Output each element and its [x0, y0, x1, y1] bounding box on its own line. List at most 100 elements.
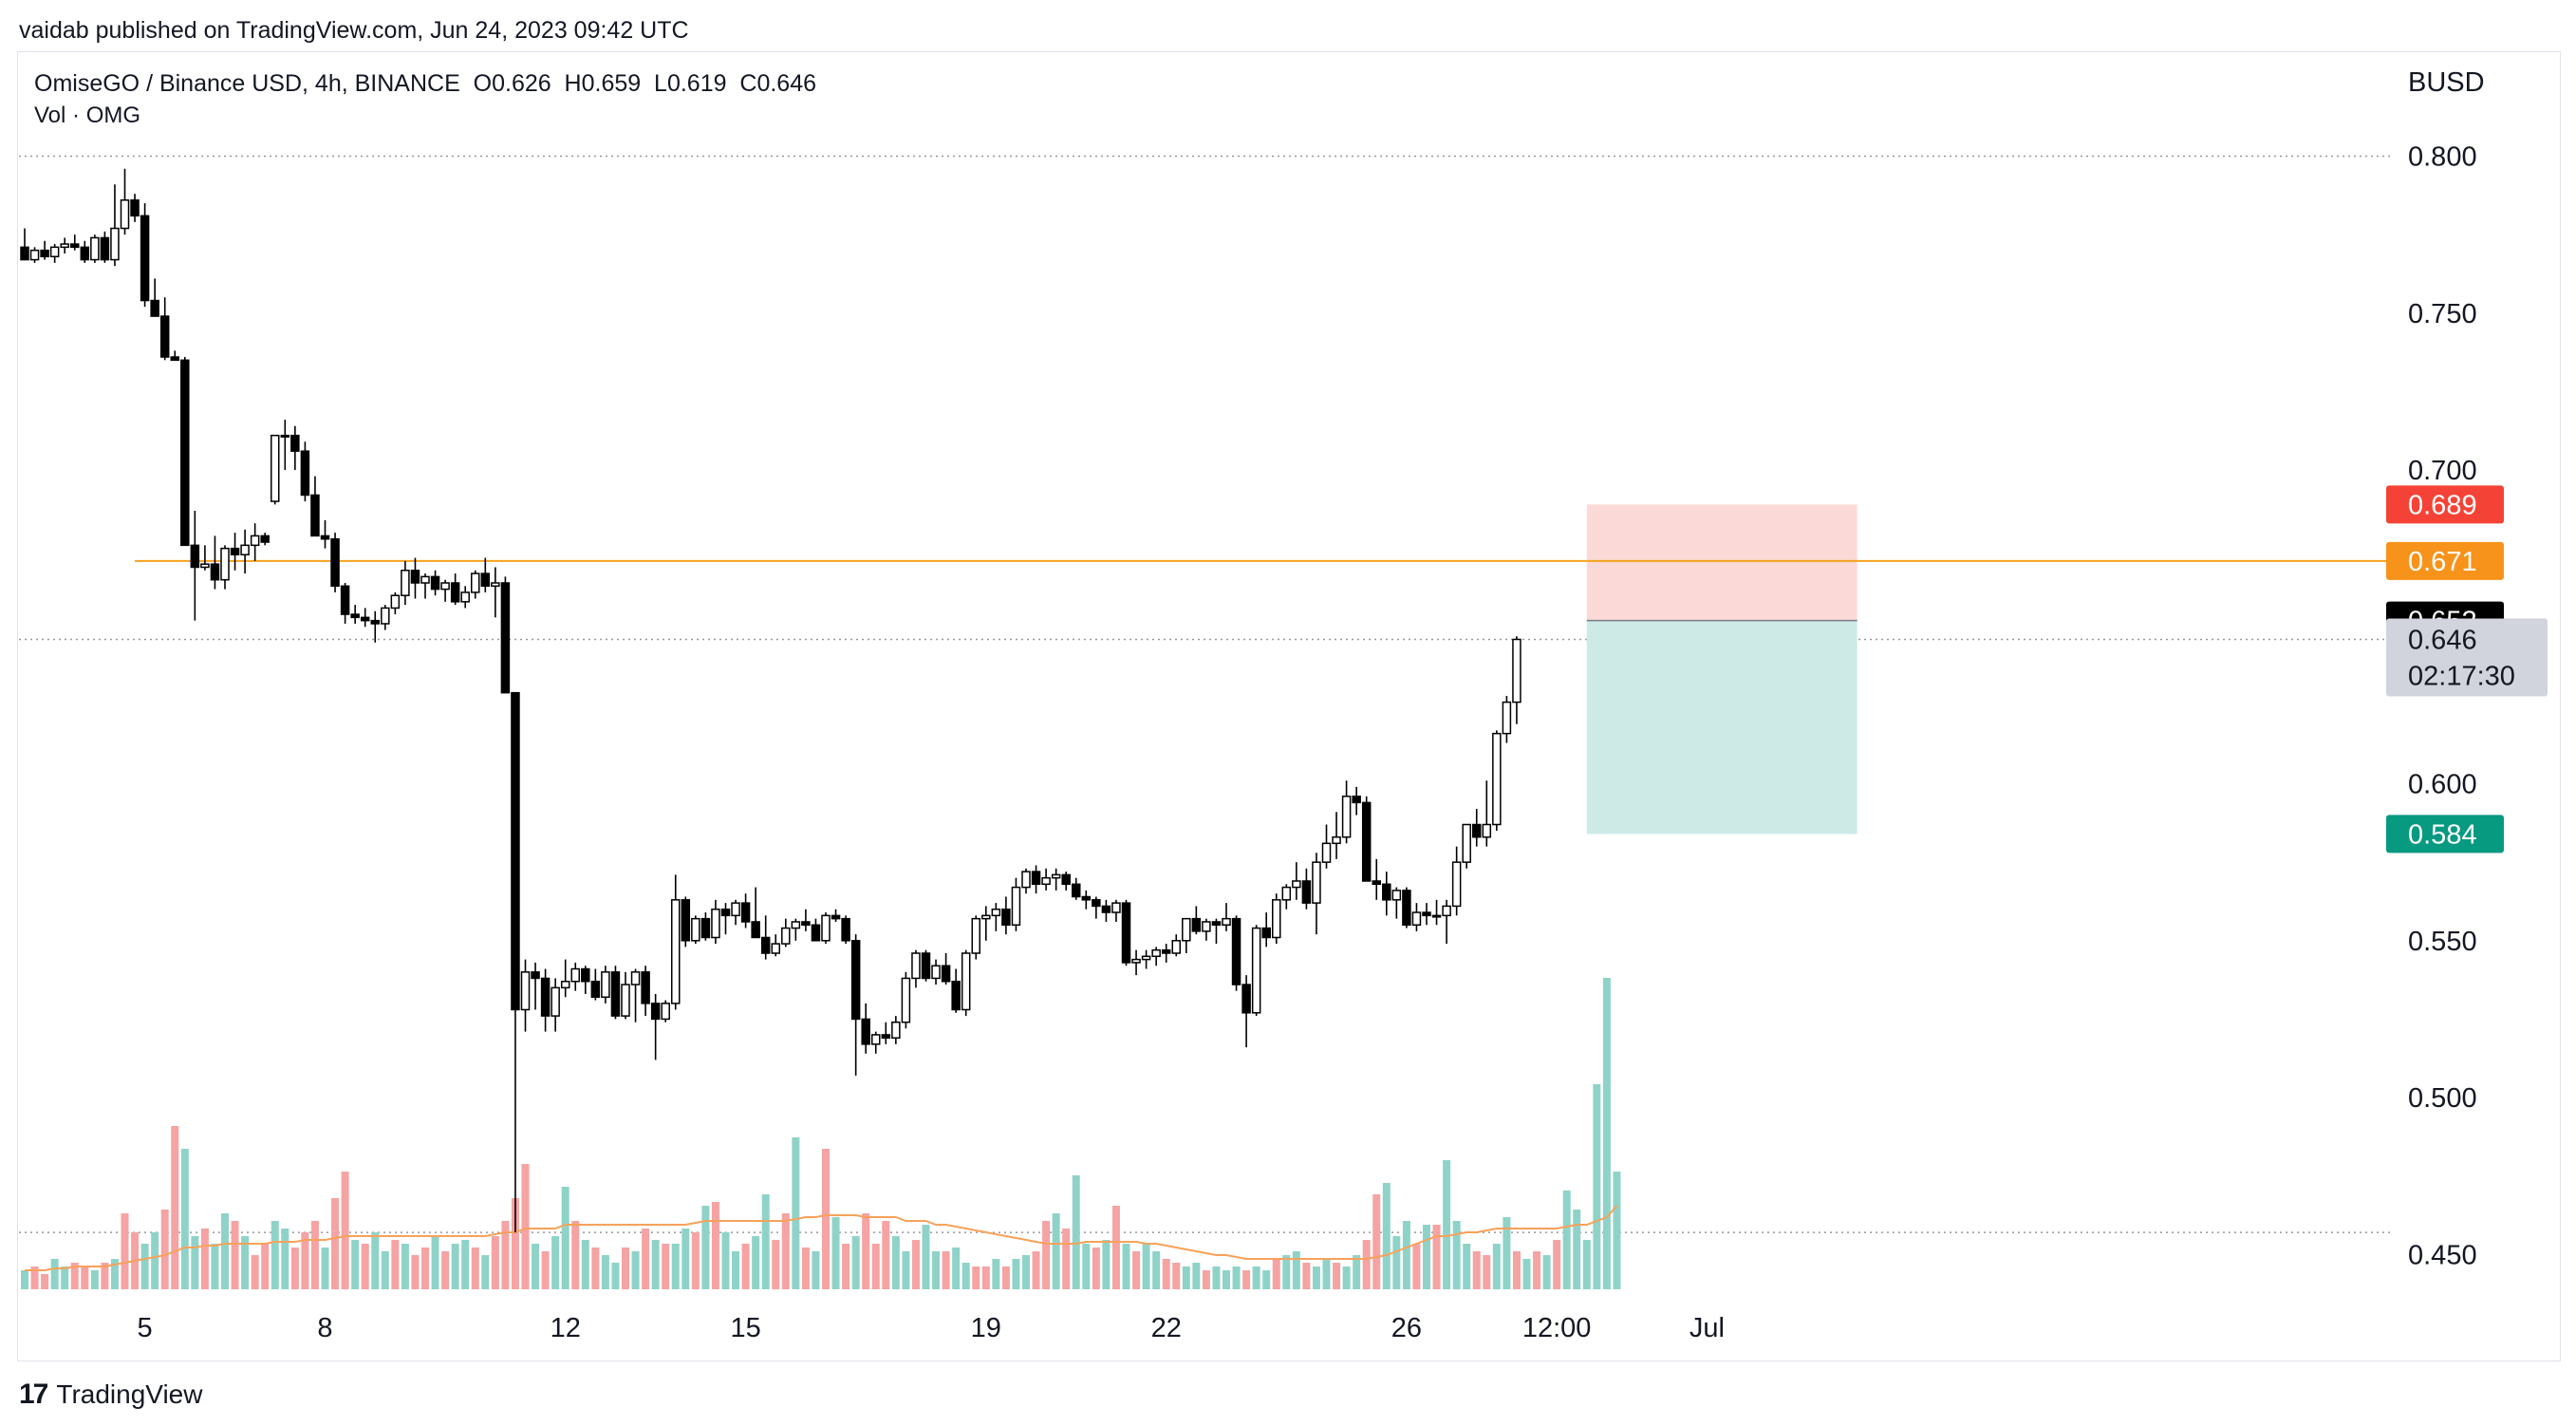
footer-brand-label: TradingView [56, 1379, 203, 1409]
candle-bull [1312, 861, 1321, 904]
volume-bars [21, 978, 1621, 1289]
volume-bar [1353, 1255, 1361, 1289]
volume-bar [61, 1267, 69, 1289]
candle-bull [1332, 835, 1341, 845]
footer-brand[interactable]: 17 TradingView [19, 1379, 202, 1411]
candle-bull [1222, 917, 1231, 927]
volume-bar [371, 1232, 380, 1289]
candle-bear [300, 450, 310, 497]
volume-bar [591, 1248, 600, 1289]
candle-bear [100, 236, 110, 261]
candle-bear [1261, 927, 1271, 939]
volume-bar [1152, 1251, 1161, 1289]
volume-bar [110, 1259, 119, 1289]
position-zones[interactable] [1586, 504, 1857, 835]
volume-bar [1452, 1221, 1461, 1289]
candle-bear [531, 971, 540, 980]
volume-bar [1223, 1270, 1230, 1289]
volume-bar [1001, 1267, 1010, 1289]
volume-bar [1492, 1244, 1501, 1289]
candle-bull [1021, 871, 1031, 889]
candle-bear [540, 977, 551, 1017]
candle-bear [941, 965, 951, 983]
candle-bull [440, 582, 450, 591]
candle-bull [821, 914, 831, 942]
volume-bar [732, 1251, 740, 1289]
candle-bear [350, 613, 360, 619]
candle-bull [971, 917, 980, 954]
candle-bear [861, 1018, 870, 1045]
volume-bar [781, 1213, 790, 1289]
volume-bar [1272, 1259, 1280, 1289]
candle-bear [831, 914, 841, 920]
candle-bear [330, 537, 340, 588]
volume-bar [1322, 1259, 1331, 1289]
candle-bear [581, 967, 590, 983]
volume-bar [1512, 1251, 1521, 1289]
candle-bear [610, 971, 621, 1017]
volume-bar [601, 1255, 609, 1289]
volume-bar [882, 1221, 890, 1289]
volume-bar [241, 1236, 250, 1289]
candle-bear [720, 908, 731, 917]
last-price-box [2386, 618, 2548, 697]
volume-bar [310, 1221, 319, 1289]
candle-bull [471, 572, 480, 593]
candle-bear [430, 575, 440, 591]
volume-bar [792, 1137, 800, 1289]
candle-bear [751, 921, 760, 939]
volume-bar [1232, 1267, 1241, 1289]
volume-bar [851, 1236, 860, 1289]
volume-bar [622, 1248, 629, 1289]
volume-bar [431, 1236, 439, 1289]
candle-bull [1151, 948, 1161, 958]
x-tick-label: 5 [138, 1313, 153, 1343]
candle-bull [1011, 886, 1021, 927]
volume-bar [1052, 1213, 1060, 1289]
volume-bar [171, 1126, 179, 1289]
x-tick-label: 22 [1151, 1313, 1182, 1343]
volume-bar [1503, 1217, 1511, 1289]
volume-bar [1573, 1210, 1581, 1289]
tradingview-logo-icon: 17 [19, 1379, 48, 1410]
symbol-legend[interactable]: OmiseGO / Binance USD, 4h, BINANCE O0.62… [34, 70, 817, 97]
volume-ma-line [25, 1205, 1618, 1271]
volume-bar [642, 1229, 650, 1289]
chart-frame [17, 51, 2561, 1361]
volume-bar [1593, 1084, 1601, 1289]
volume-bar [862, 1213, 870, 1289]
volume-bar [1132, 1251, 1141, 1289]
x-tick-label: 12 [551, 1313, 581, 1343]
price-tag-box [2386, 541, 2504, 580]
volume-bar [972, 1267, 980, 1289]
candle-bear [1402, 890, 1411, 927]
candle-bear [841, 917, 850, 942]
volume-bar [1142, 1244, 1150, 1289]
candle-bear [340, 585, 350, 615]
candle-bull [1482, 823, 1492, 838]
volume-bar [1202, 1270, 1210, 1289]
volume-bar [1392, 1236, 1401, 1289]
volume-bar [1212, 1267, 1221, 1289]
volume-bar [1312, 1267, 1320, 1289]
candle-bull [1292, 880, 1301, 889]
volume-bar [581, 1240, 589, 1289]
volume-bar [711, 1202, 719, 1289]
volume-bar [30, 1267, 39, 1289]
volume-bar [121, 1213, 129, 1289]
volume-bar [891, 1236, 900, 1289]
volume-bar [871, 1244, 880, 1289]
volume-bar [662, 1244, 670, 1289]
candle-bull [991, 908, 1001, 917]
volume-bar [1372, 1194, 1381, 1289]
volume-bar [341, 1172, 349, 1289]
volume-bar [1582, 1240, 1591, 1289]
candle-bear [641, 971, 650, 1004]
volume-bar [461, 1240, 470, 1289]
candle-bull [1492, 732, 1502, 826]
volume-legend[interactable]: Vol · OMG [34, 103, 141, 128]
candle-bear [511, 691, 520, 1011]
candle-bear [1372, 880, 1381, 886]
volume-bar [1252, 1267, 1260, 1289]
